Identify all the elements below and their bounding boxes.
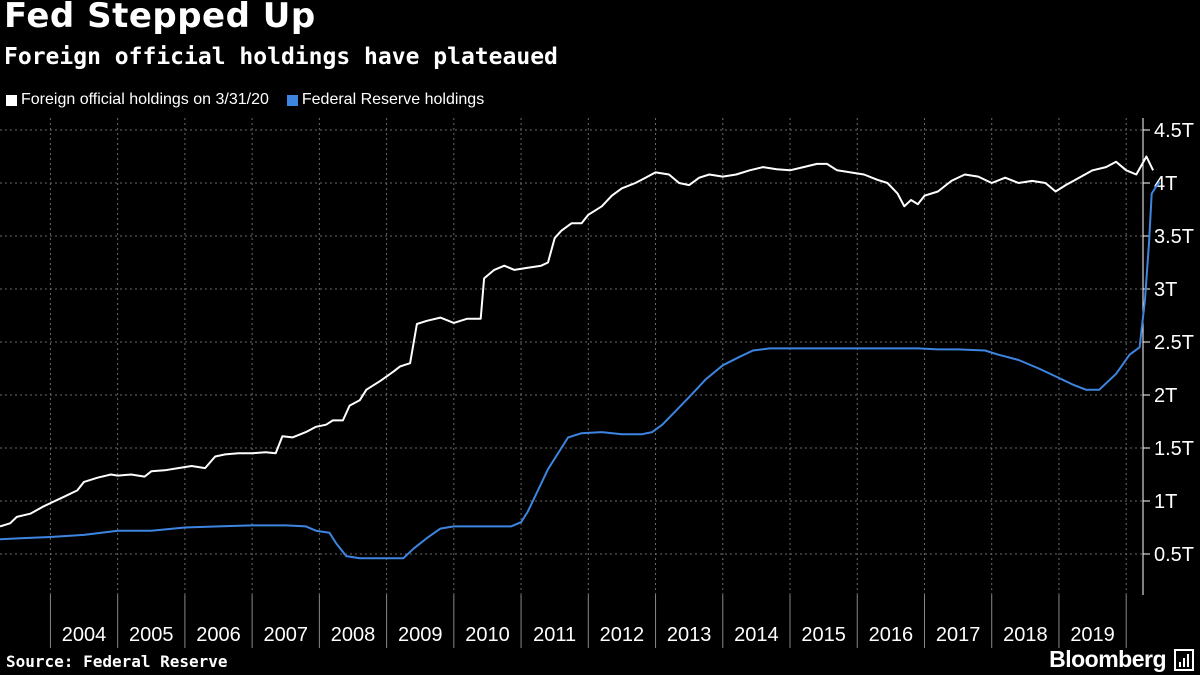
y-tick-label: 0.5T xyxy=(1154,544,1194,566)
x-tick-label: 2006 xyxy=(196,624,241,646)
legend-swatch-fed xyxy=(286,94,298,106)
x-tick-label: 2017 xyxy=(936,624,981,646)
x-tick-label: 2004 xyxy=(62,624,107,646)
x-tick-label: 2014 xyxy=(734,624,779,646)
y-tick-label: 4T xyxy=(1154,173,1177,195)
y-tick-label: 4.5T xyxy=(1154,120,1194,142)
x-tick-label: 2008 xyxy=(331,624,376,646)
legend-label-fed: Federal Reserve holdings xyxy=(301,91,485,108)
legend: Foreign official holdings on 3/31/20 Fed… xyxy=(6,91,484,109)
x-tick-label: 2013 xyxy=(667,624,712,646)
legend-item-fed: Federal Reserve holdings xyxy=(286,91,485,109)
y-tick-label: 2T xyxy=(1154,385,1177,407)
y-tick-label: 3.5T xyxy=(1154,226,1194,248)
source-note: Source: Federal Reserve xyxy=(6,652,228,671)
y-tick-label: 1.5T xyxy=(1154,438,1194,460)
legend-label-foreign: Foreign official holdings on 3/31/20 xyxy=(21,91,269,108)
x-tick-label: 2019 xyxy=(1070,624,1115,646)
x-tick-label: 2012 xyxy=(600,624,645,646)
y-tick-label: 1T xyxy=(1154,491,1177,513)
x-tick-label: 2005 xyxy=(129,624,174,646)
y-tick-label: 2.5T xyxy=(1154,332,1194,354)
series-line-fed-holdings xyxy=(0,181,1161,560)
bloomberg-logo: Bloomberg xyxy=(1049,646,1166,672)
x-tick-label: 2016 xyxy=(869,624,914,646)
bloomberg-terminal-icon xyxy=(1174,649,1194,671)
y-tick-label: 3T xyxy=(1154,279,1177,301)
x-tick-label: 2010 xyxy=(465,624,510,646)
x-tick-label: 2015 xyxy=(801,624,846,646)
legend-item-foreign: Foreign official holdings on 3/31/20 xyxy=(6,91,269,109)
x-tick-label: 2009 xyxy=(398,624,443,646)
x-tick-label: 2011 xyxy=(533,624,576,646)
x-tick-label: 2007 xyxy=(264,624,309,646)
legend-swatch-foreign xyxy=(6,94,17,106)
chart-title: Fed Stepped Up xyxy=(4,0,316,36)
series-line-foreign-holdings xyxy=(0,155,1154,528)
chart-subtitle: Foreign official holdings have plateaued xyxy=(4,44,558,70)
x-tick-label: 2018 xyxy=(1003,624,1048,646)
